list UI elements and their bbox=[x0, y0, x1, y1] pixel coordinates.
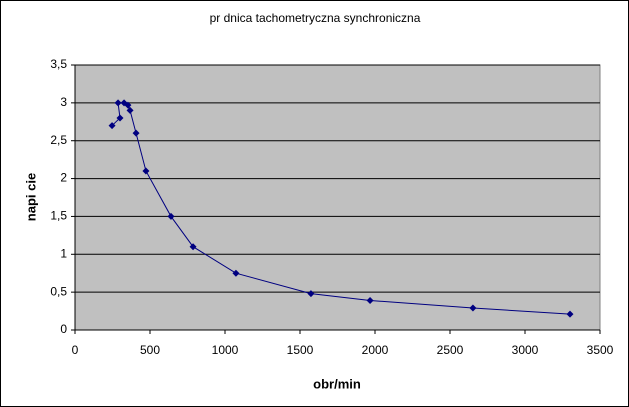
data-point bbox=[469, 304, 477, 312]
data-point bbox=[366, 296, 374, 304]
data-point bbox=[307, 290, 315, 298]
x-axis-label: obr/min bbox=[313, 376, 361, 391]
y-tick-label: 2,5 bbox=[50, 133, 67, 147]
y-tick-label: 2 bbox=[60, 171, 67, 185]
data-point bbox=[116, 114, 124, 122]
data-point bbox=[114, 99, 122, 107]
x-tick-label: 2500 bbox=[437, 343, 464, 357]
y-tick-label: 3,5 bbox=[50, 57, 67, 71]
y-tick-label: 0,5 bbox=[50, 284, 67, 298]
data-point bbox=[132, 129, 140, 137]
y-tick-label: 1,5 bbox=[50, 209, 67, 223]
y-axis-label: napi cie bbox=[23, 173, 38, 221]
data-point bbox=[108, 122, 116, 130]
chart-title: pr dnica tachometryczna synchroniczna bbox=[210, 11, 421, 25]
y-tick-label: 3 bbox=[60, 95, 67, 109]
data-point bbox=[566, 310, 574, 318]
data-point bbox=[126, 106, 134, 114]
x-tick-label: 1500 bbox=[287, 343, 314, 357]
data-point bbox=[142, 167, 150, 175]
data-point bbox=[232, 269, 240, 277]
x-tick-label: 1000 bbox=[212, 343, 239, 357]
plot-area bbox=[74, 64, 601, 331]
y-tick-label: 1 bbox=[60, 246, 67, 260]
y-tick-label: 0 bbox=[60, 322, 67, 336]
x-tick-label: 0 bbox=[72, 343, 79, 357]
x-tick-label: 2000 bbox=[362, 343, 389, 357]
data-point bbox=[167, 212, 175, 220]
data-point bbox=[189, 243, 197, 251]
x-tick-label: 3500 bbox=[587, 343, 614, 357]
x-tick-label: 500 bbox=[140, 343, 160, 357]
x-tick-label: 3000 bbox=[512, 343, 539, 357]
data-point bbox=[124, 101, 132, 109]
